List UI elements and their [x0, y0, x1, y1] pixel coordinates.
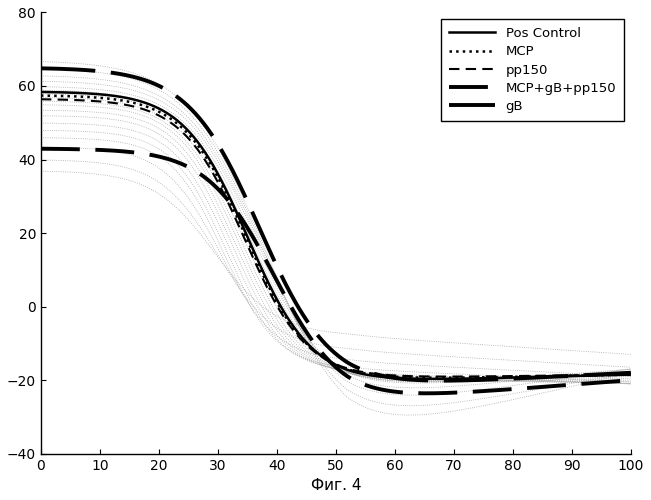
Legend: Pos Control, MCP, pp150, MCP+gB+pp150, gB: Pos Control, MCP, pp150, MCP+gB+pp150, g… — [441, 19, 624, 121]
X-axis label: Фиг. 4: Фиг. 4 — [311, 478, 361, 493]
